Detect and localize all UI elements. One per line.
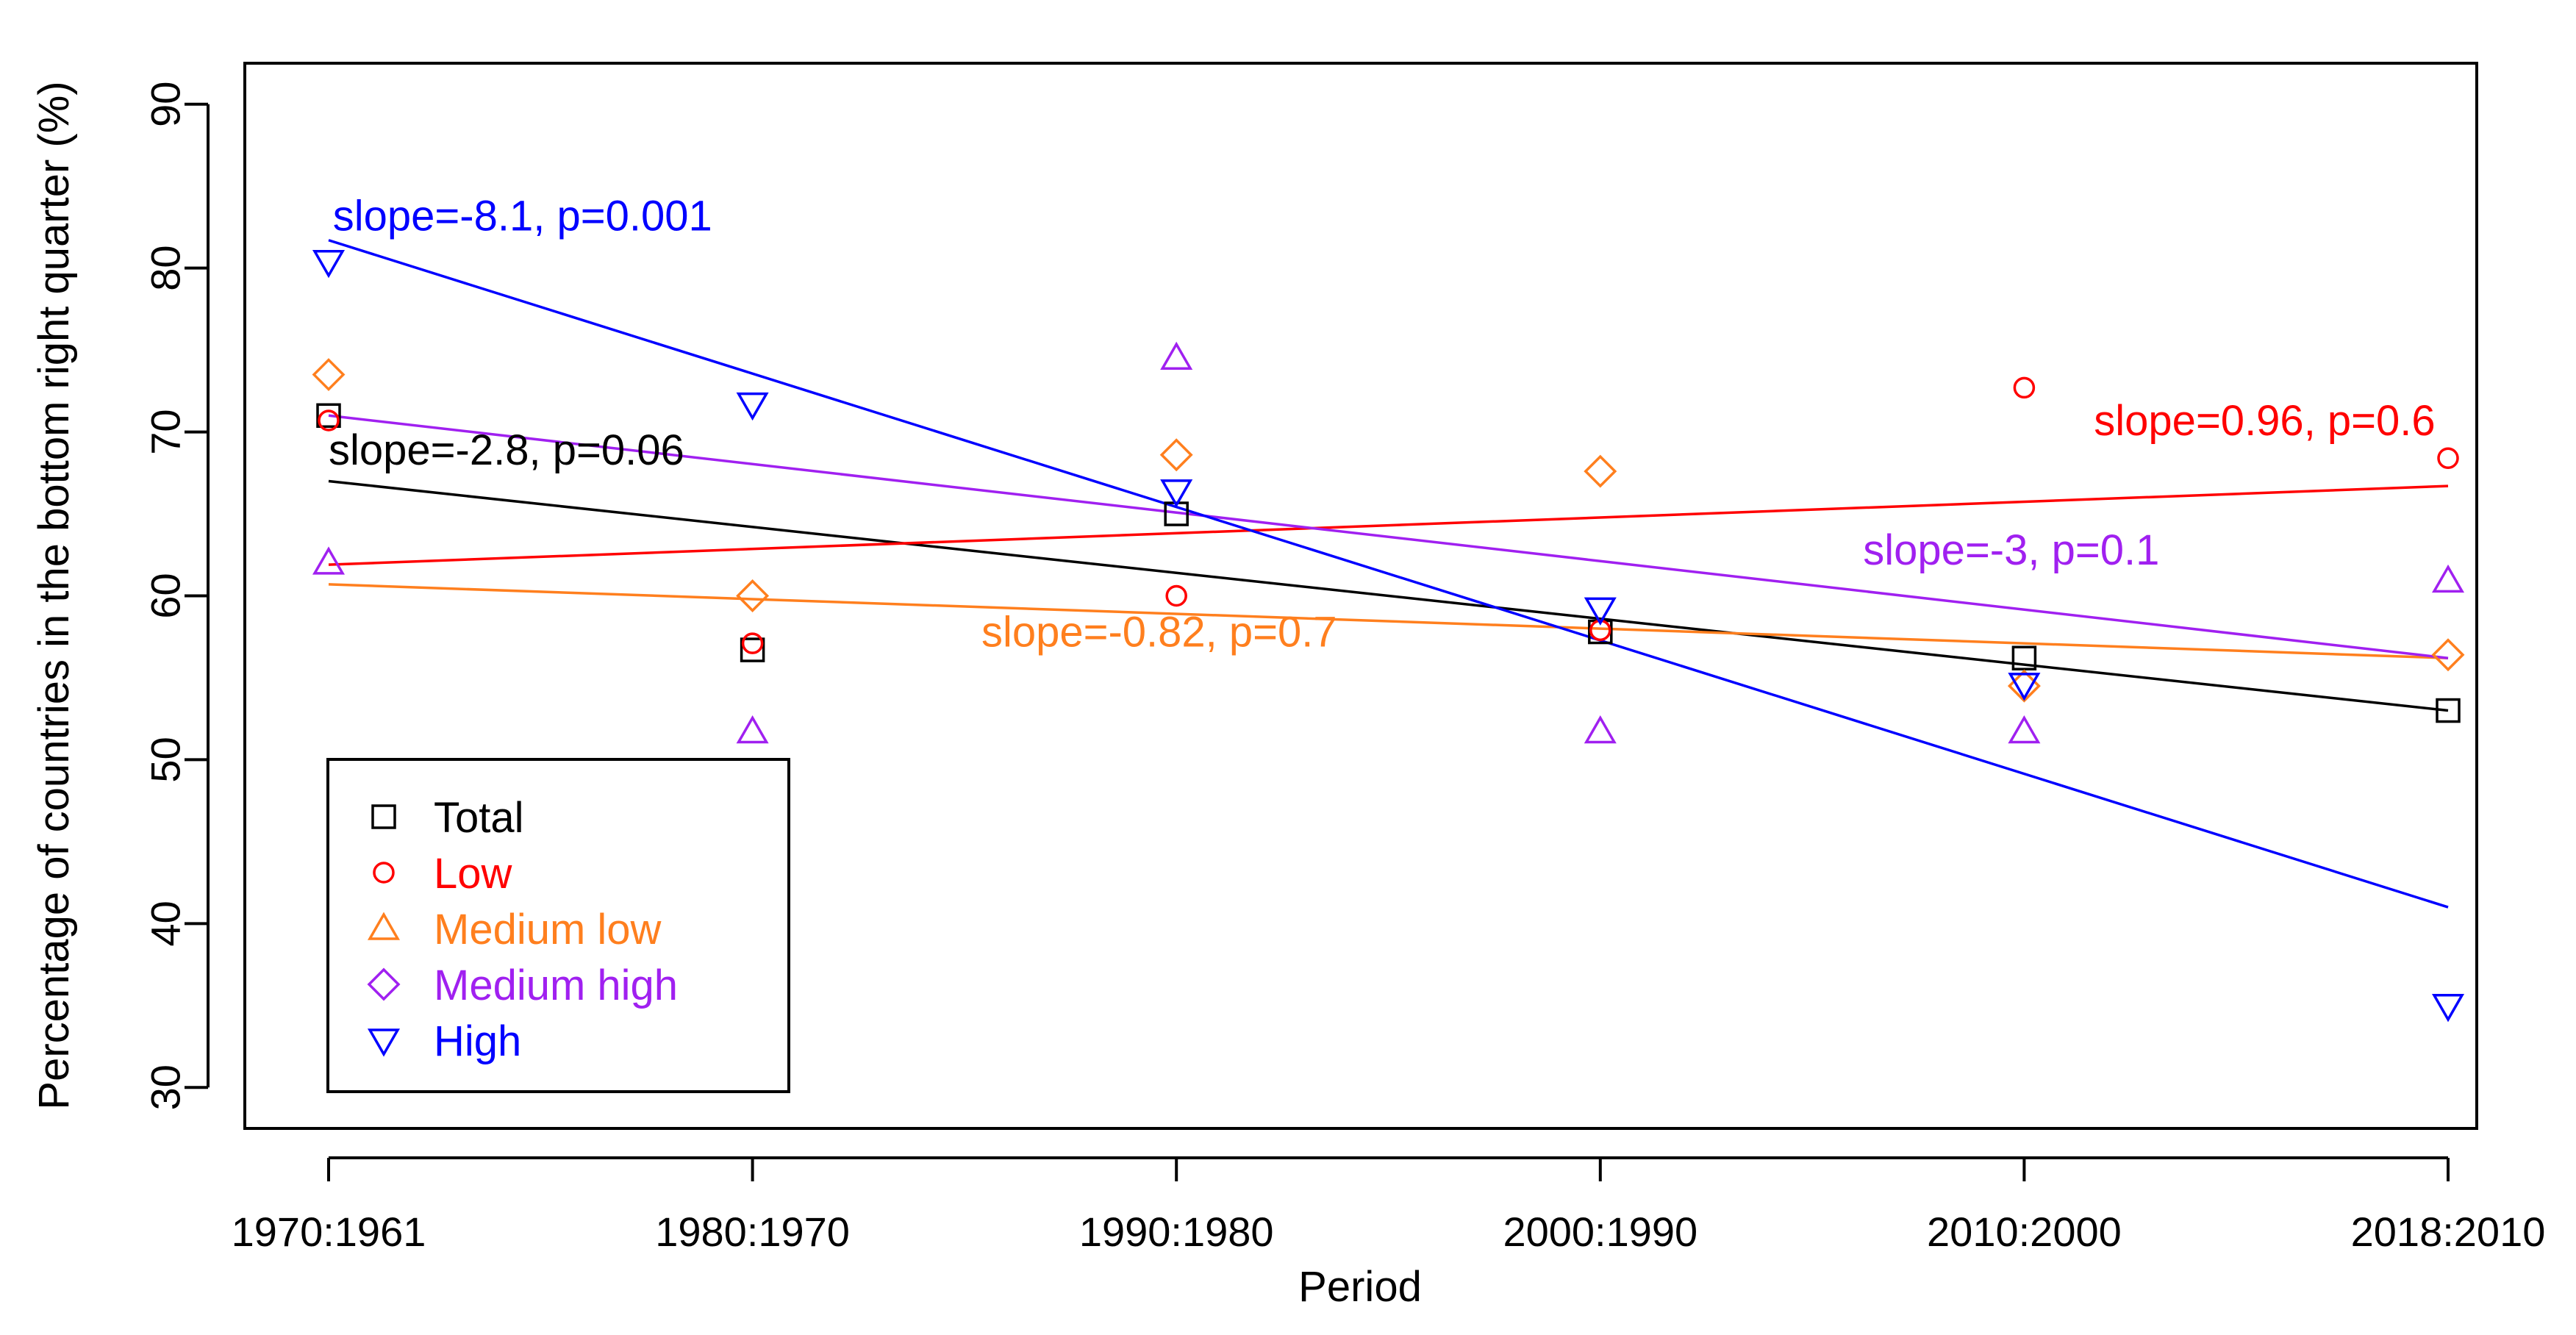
data-point bbox=[312, 249, 346, 279]
data-point bbox=[2431, 994, 2465, 1023]
fit-line-high bbox=[328, 239, 2449, 909]
slope-annotation-total: slope=-2.8, p=0.06 bbox=[329, 426, 684, 474]
data-point bbox=[312, 358, 346, 392]
data-point bbox=[740, 637, 765, 662]
x-tick-label: 2010:2000 bbox=[1927, 1209, 2122, 1255]
legend-marker bbox=[367, 967, 401, 1001]
fit-lines bbox=[328, 239, 2449, 909]
data-point bbox=[2431, 638, 2465, 672]
legend-label: Total bbox=[434, 794, 524, 842]
y-axis: 30 40 50 60 70 80 90 bbox=[143, 82, 210, 1110]
data-point bbox=[736, 392, 769, 421]
fit-line-medium-high bbox=[328, 414, 2449, 659]
data-point bbox=[2013, 376, 2036, 399]
data-point bbox=[312, 546, 346, 575]
data-point bbox=[1165, 584, 1187, 607]
plot-frame bbox=[243, 62, 2478, 1130]
data-point bbox=[2008, 673, 2041, 701]
data-point bbox=[1160, 479, 1193, 508]
y-tick-label: 80 bbox=[143, 246, 189, 291]
fit-line-medium-low bbox=[328, 583, 2449, 659]
y-tick-label: 70 bbox=[143, 409, 189, 454]
legend-label: Medium high bbox=[434, 962, 678, 1009]
slope-annotation-low: slope=0.96, p=0.6 bbox=[2094, 397, 2435, 445]
fit-line-low bbox=[328, 484, 2449, 566]
data-point bbox=[1584, 715, 1617, 744]
y-tick-label: 60 bbox=[143, 573, 189, 618]
data-point bbox=[1159, 438, 1193, 472]
x-tick-label: 1970:1961 bbox=[232, 1209, 426, 1255]
legend-marker bbox=[373, 862, 395, 884]
data-point bbox=[736, 715, 769, 744]
data-point bbox=[316, 403, 341, 429]
data-point bbox=[2437, 447, 2459, 469]
x-tick-label: 2000:1990 bbox=[1503, 1209, 1697, 1255]
data-point bbox=[2431, 564, 2465, 593]
x-axis: 1970:1961 1980:1970 1990:1980 2000:1990 2010… bbox=[232, 1156, 2546, 1255]
slope-annotation-medium-high: slope=-3, p=0.1 bbox=[1863, 526, 2159, 574]
x-axis-title: Period bbox=[1298, 1263, 1422, 1311]
legend-marker bbox=[371, 804, 396, 829]
data-point bbox=[741, 632, 764, 654]
legend-box bbox=[326, 758, 790, 1093]
x-tick-label: 1980:1970 bbox=[655, 1209, 850, 1255]
data-points bbox=[312, 249, 2465, 1023]
legend-label: Medium low bbox=[434, 906, 662, 953]
slope-annotation-medium-low: slope=-0.82, p=0.7 bbox=[981, 609, 1337, 656]
annotations: slope=-2.8, p=0.06 slope=0.96, p=0.6 slope… bbox=[329, 192, 2436, 656]
legend-label: Low bbox=[434, 850, 513, 898]
data-point bbox=[318, 409, 340, 432]
data-point bbox=[2008, 715, 2041, 744]
data-point bbox=[2011, 645, 2037, 670]
y-tick-label: 30 bbox=[143, 1064, 189, 1110]
legend-marker bbox=[367, 912, 401, 940]
y-tick-label: 40 bbox=[143, 901, 189, 946]
slope-annotation-high: slope=-8.1, p=0.001 bbox=[333, 192, 712, 240]
data-point bbox=[1584, 597, 1617, 626]
data-point bbox=[736, 579, 770, 612]
data-point bbox=[1160, 341, 1193, 371]
legend-label: High bbox=[434, 1017, 521, 1065]
legend: Total Low Medium low Medium high High bbox=[326, 758, 790, 1093]
y-tick-label: 90 bbox=[143, 82, 189, 127]
y-tick-label: 50 bbox=[143, 737, 189, 782]
data-point bbox=[2436, 698, 2461, 723]
fit-line-total bbox=[328, 479, 2449, 712]
x-tick-label: 1990:1980 bbox=[1079, 1209, 1274, 1255]
x-tick-label: 2018:2010 bbox=[2351, 1209, 2546, 1255]
legend-marker bbox=[367, 1028, 401, 1057]
y-axis-title: Percentage of countries in the bottom ri… bbox=[30, 81, 78, 1109]
data-point bbox=[1584, 454, 1617, 488]
